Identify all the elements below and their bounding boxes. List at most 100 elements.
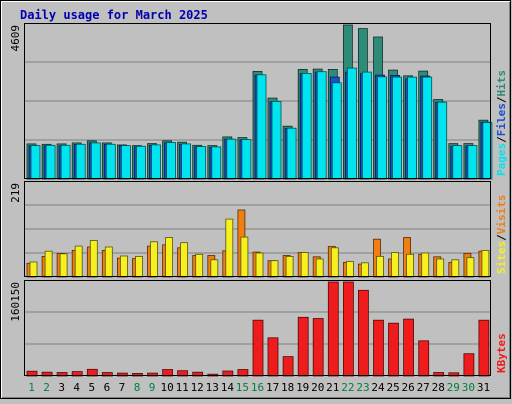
y-max-label-bottom: 160150 xyxy=(9,282,22,322)
x-tick-label-25: 25 xyxy=(386,381,399,394)
x-tick-label-3: 3 xyxy=(58,381,65,394)
bar-middle-sites-21 xyxy=(330,247,339,278)
x-tick-label-12: 12 xyxy=(191,381,204,394)
bar-middle-sites-22 xyxy=(345,261,354,278)
bar-middle-sites-14 xyxy=(225,218,234,278)
bar-middle-sites-25 xyxy=(391,252,399,278)
legend-entry-sites: Sites xyxy=(495,241,508,274)
x-tick-label-30: 30 xyxy=(462,381,475,394)
x-tick-label-2: 2 xyxy=(43,381,50,394)
bar-top-pages-10 xyxy=(166,142,177,180)
panels-layer: 4609Pages/Files/Hits219Sites/Visits16015… xyxy=(9,23,508,377)
x-tick-label-31: 31 xyxy=(477,381,490,394)
x-tick-label-1: 1 xyxy=(28,381,35,394)
bar-middle-sites-27 xyxy=(421,252,430,278)
bar-top-pages-11 xyxy=(181,143,192,180)
bar-top-pages-4 xyxy=(75,143,86,180)
bar-middle-sites-9 xyxy=(150,241,158,278)
x-tick-label-26: 26 xyxy=(401,381,414,394)
x-tick-label-29: 29 xyxy=(447,381,460,394)
x-tick-label-7: 7 xyxy=(119,381,126,394)
bar-bottom-kbytes-19 xyxy=(297,316,309,377)
bar-middle-sites-11 xyxy=(180,242,189,278)
x-tick-label-4: 4 xyxy=(73,381,80,394)
bar-top-pages-19 xyxy=(301,73,312,180)
legend-separator: / xyxy=(495,96,508,103)
legend-entry-files: Files xyxy=(495,103,508,136)
x-tick-label-20: 20 xyxy=(311,381,324,394)
x-tick-label-28: 28 xyxy=(432,381,445,394)
bar-middle-sites-23 xyxy=(360,262,369,278)
bar-bottom-kbytes-22 xyxy=(342,281,354,377)
x-tick-label-21: 21 xyxy=(326,381,339,394)
bar-middle-sites-19 xyxy=(300,252,309,278)
bar-bottom-kbytes-23 xyxy=(357,289,369,377)
bar-middle-sites-8 xyxy=(135,255,143,278)
x-tick-label-5: 5 xyxy=(88,381,95,394)
bar-top-pages-29 xyxy=(452,145,463,180)
bar-top-pages-16 xyxy=(256,74,267,180)
bar-top-pages-24 xyxy=(377,76,387,180)
panel-bottom: 160150 KBytes xyxy=(9,280,508,377)
bar-bottom-kbytes-30 xyxy=(463,353,475,377)
bar-top-pages-20 xyxy=(316,71,327,180)
bar-middle-sites-3 xyxy=(59,253,68,278)
bar-top-pages-7 xyxy=(121,145,131,180)
bar-top-pages-3 xyxy=(60,144,71,180)
panel-top-border xyxy=(24,23,491,179)
bar-top-pages-1 xyxy=(30,145,41,180)
bar-bottom-kbytes-31 xyxy=(478,319,490,377)
bar-bottom-kbytes-17 xyxy=(267,337,279,377)
bar-middle-sites-29 xyxy=(451,259,460,278)
bar-middle-sites-18 xyxy=(285,255,294,278)
x-tick-label-17: 17 xyxy=(266,381,279,394)
bar-bottom-kbytes-18 xyxy=(282,356,294,377)
bar-middle-sites-10 xyxy=(165,237,174,278)
x-tick-labels: 1 2 3 4 5 6 7 8 9 10 11 12 13 14 15 16 17 18 19 20 21 22 23 24 2… xyxy=(28,381,490,394)
bar-middle-sites-20 xyxy=(315,258,324,278)
bar-top-pages-5 xyxy=(90,142,101,180)
bar-middle-sites-28 xyxy=(436,258,445,278)
bar-top-pages-21 xyxy=(331,82,342,180)
x-tick-label-6: 6 xyxy=(104,381,111,394)
bar-top-pages-8 xyxy=(136,145,146,180)
x-tick-label-19: 19 xyxy=(296,381,309,394)
x-tick-label-22: 22 xyxy=(341,381,354,394)
bar-top-pages-15 xyxy=(241,139,252,180)
x-tick-label-10: 10 xyxy=(160,381,173,394)
y-max-label-top: 4609 xyxy=(9,25,22,52)
legend-entry-pages: Pages xyxy=(495,143,508,176)
bar-middle-sites-17 xyxy=(270,260,279,278)
bar-middle-sites-1 xyxy=(29,261,38,278)
x-tick-label-27: 27 xyxy=(417,381,430,394)
y-max-label-middle: 219 xyxy=(9,183,22,203)
x-tick-label-11: 11 xyxy=(176,381,189,394)
legend-entry-kbytes: KBytes xyxy=(495,333,508,373)
bar-top-pages-23 xyxy=(361,71,372,180)
legend-separator: / xyxy=(495,234,508,241)
bar-middle-sites-31 xyxy=(481,249,490,278)
bar-bottom-kbytes-5 xyxy=(86,368,98,377)
x-tick-label-23: 23 xyxy=(356,381,369,394)
bar-middle-sites-26 xyxy=(406,253,415,278)
x-tick-label-24: 24 xyxy=(371,381,385,394)
x-tick-label-18: 18 xyxy=(281,381,294,394)
bar-top-pages-18 xyxy=(286,127,297,180)
bar-middle-sites-6 xyxy=(104,246,113,278)
bar-top-pages-27 xyxy=(422,76,433,180)
bar-bottom-kbytes-16 xyxy=(252,319,264,377)
bar-middle-sites-12 xyxy=(195,253,204,278)
panel-middle-border xyxy=(24,181,491,277)
bar-top-pages-30 xyxy=(467,145,478,180)
legend-middle: Sites/Visits xyxy=(495,195,508,275)
legend-bottom: KBytes xyxy=(495,333,508,373)
bar-bottom-kbytes-27 xyxy=(418,340,430,377)
bar-middle-sites-24 xyxy=(376,255,384,278)
bar-top-pages-17 xyxy=(271,101,282,180)
bar-top-pages-9 xyxy=(151,144,161,180)
legend-separator: / xyxy=(495,136,508,143)
panel-middle: 219 Sites/Visits xyxy=(9,181,508,278)
bar-middle-sites-16 xyxy=(255,252,264,278)
